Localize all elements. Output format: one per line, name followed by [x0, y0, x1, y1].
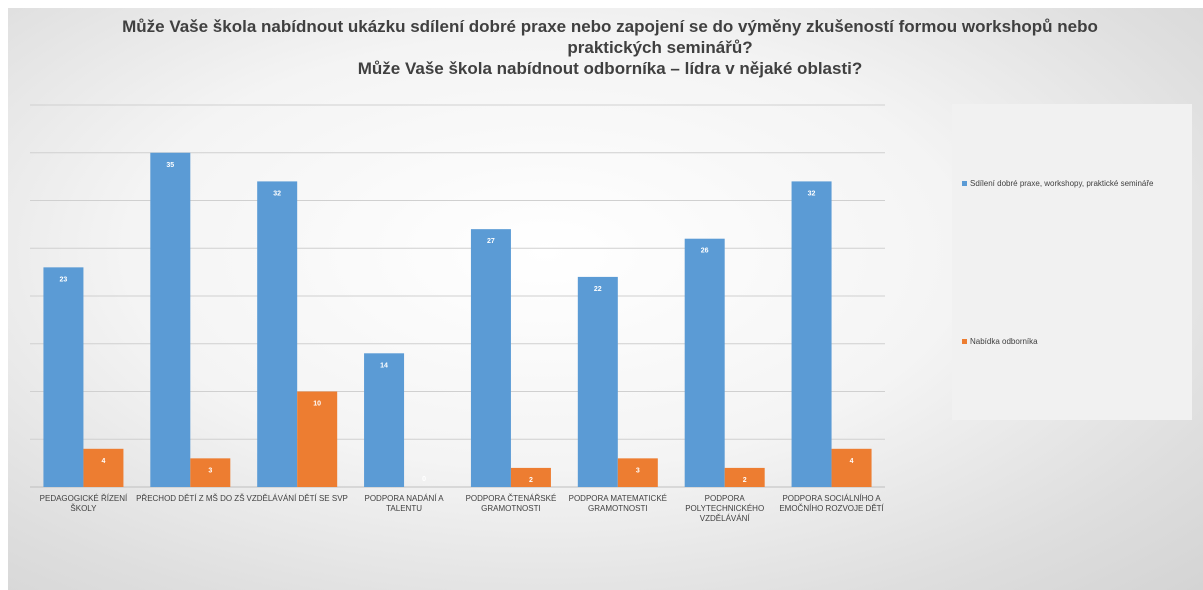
category-label: POLYTECHNICKÉHO [685, 504, 764, 513]
bar-sharing [43, 267, 84, 487]
data-label: 32 [808, 190, 816, 197]
data-label: 27 [487, 238, 495, 245]
bar-sharing [364, 353, 405, 487]
data-label: 26 [701, 248, 709, 255]
bar-sharing [257, 181, 298, 487]
category-label: GRAMOTNOSTI [588, 504, 648, 513]
legend: Sdílení dobré praxe, workshopy, praktick… [952, 104, 1192, 420]
data-label: 2 [529, 477, 533, 484]
data-label: 14 [380, 362, 388, 369]
bar-expert [297, 391, 338, 487]
data-label: 0 [422, 476, 426, 483]
bar-sharing [150, 152, 191, 487]
title-line-3: Může Vaše škola nabídnout odborníka – lí… [357, 59, 863, 78]
legend-label-sharing: Sdílení dobré praxe, workshopy, praktick… [970, 179, 1154, 188]
data-label: 10 [313, 401, 321, 408]
data-label: 22 [594, 286, 602, 293]
category-label: PODPORA SOCIÁLNÍHO A [782, 494, 881, 503]
bar-expert [831, 448, 872, 487]
bar-sharing [684, 238, 725, 487]
data-label: 23 [60, 276, 68, 283]
category-label: EMOČNÍHO ROZVOJE DĚTÍ [779, 504, 884, 513]
category-label: VZDĚLÁVÁNÍ [700, 514, 751, 523]
bar-expert [190, 458, 231, 487]
category-label: ŠKOLY [70, 504, 97, 513]
category-label: PODPORA MATEMATICKÉ [569, 494, 667, 503]
data-label: 4 [101, 458, 105, 465]
category-label: PŘECHOD DĚTÍ Z MŠ DO ZŠ [136, 494, 244, 503]
data-label: 32 [273, 190, 281, 197]
data-label: 4 [850, 458, 854, 465]
legend-swatch-expert [962, 339, 967, 345]
data-label: 3 [636, 467, 640, 474]
bar-sharing [470, 229, 511, 487]
category-label: VZDĚLÁVÁNÍ DĚTÍ SE SVP [247, 494, 348, 503]
category-label: GRAMOTNOSTI [481, 504, 541, 513]
legend-entry-expert: Nabídka odborníka [962, 337, 1038, 346]
category-label: PODPORA ČTENÁŘSKÉ [466, 494, 557, 503]
bar-expert [510, 467, 551, 487]
bar-expert [83, 448, 124, 487]
legend-label-expert: Nabídka odborníka [970, 337, 1038, 346]
data-label: 3 [208, 467, 212, 474]
category-label: PEDAGOGICKÉ ŘÍZENÍ [40, 494, 128, 503]
category-label: PODPORA NADÁNÍ A [364, 494, 444, 503]
bar-expert [724, 467, 765, 487]
title-line-2: praktických seminářů? [567, 38, 753, 57]
bar-expert [617, 458, 658, 487]
legend-swatch-sharing [962, 181, 967, 187]
category-label: PODPORA [705, 494, 746, 503]
data-label: 35 [166, 162, 174, 169]
title-line-1: Může Vaše škola nabídnout ukázku sdílení… [122, 17, 1098, 36]
category-label: TALENTU [386, 504, 422, 513]
data-label: 2 [743, 477, 747, 484]
bar-sharing [791, 181, 832, 487]
chart-title: Může Vaše škola nabídnout ukázku sdílení… [0, 16, 1203, 79]
bar-sharing [577, 276, 618, 487]
legend-entry-sharing: Sdílení dobré praxe, workshopy, praktick… [962, 179, 1154, 188]
